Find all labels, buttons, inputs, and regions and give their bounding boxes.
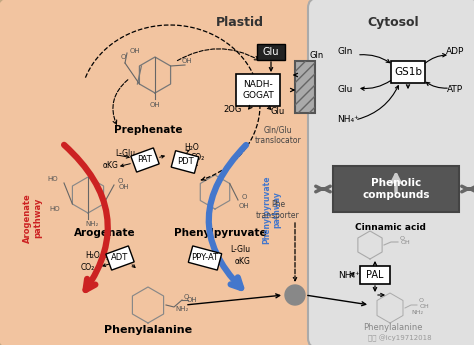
Text: Prephenate: Prephenate: [114, 125, 182, 135]
Text: αKG: αKG: [235, 257, 251, 266]
FancyBboxPatch shape: [0, 0, 320, 345]
Text: Cinnamic acid: Cinnamic acid: [355, 224, 426, 233]
Text: Arogenate: Arogenate: [74, 228, 136, 238]
FancyBboxPatch shape: [106, 246, 134, 270]
FancyBboxPatch shape: [257, 44, 285, 60]
Text: Plastid: Plastid: [216, 16, 264, 29]
Text: O: O: [400, 236, 404, 240]
Text: αKG: αKG: [103, 160, 119, 169]
FancyBboxPatch shape: [308, 0, 474, 345]
Circle shape: [285, 285, 305, 305]
Text: O: O: [419, 298, 423, 304]
Text: Gln: Gln: [310, 50, 324, 59]
FancyBboxPatch shape: [188, 246, 222, 270]
Text: OH: OH: [420, 304, 430, 308]
Text: OH: OH: [401, 240, 411, 246]
Text: Phenolic
compounds: Phenolic compounds: [362, 178, 430, 200]
Text: NH₂: NH₂: [411, 310, 423, 315]
Text: HO: HO: [47, 176, 58, 182]
Text: CO₂: CO₂: [81, 264, 95, 273]
Text: PDT: PDT: [177, 158, 193, 167]
Text: OH: OH: [187, 297, 197, 303]
Text: Arogenate
pathway: Arogenate pathway: [23, 193, 43, 243]
FancyBboxPatch shape: [391, 61, 425, 83]
FancyBboxPatch shape: [171, 151, 199, 173]
Text: NH₂: NH₂: [175, 306, 189, 312]
Text: H₂O: H₂O: [85, 252, 100, 260]
Text: H₂O: H₂O: [185, 144, 200, 152]
Text: O: O: [120, 54, 126, 60]
Text: NH₄⁺: NH₄⁺: [338, 270, 360, 279]
Text: Glu: Glu: [263, 47, 279, 57]
Text: L-Glu: L-Glu: [115, 148, 135, 158]
Text: PAT: PAT: [137, 156, 152, 165]
Text: Cytosol: Cytosol: [367, 16, 419, 29]
Text: NH₄⁺: NH₄⁺: [337, 116, 359, 125]
Text: Phe
transporter: Phe transporter: [256, 200, 300, 220]
FancyBboxPatch shape: [236, 74, 280, 106]
Text: Gln: Gln: [337, 48, 353, 57]
Text: Gln/Glu
translocator: Gln/Glu translocator: [255, 125, 301, 145]
Text: Phenylalanine: Phenylalanine: [363, 324, 423, 333]
Text: O: O: [241, 194, 246, 200]
Text: 2OG: 2OG: [224, 106, 242, 115]
Text: O: O: [117, 178, 123, 184]
Text: GS1b: GS1b: [394, 67, 422, 77]
Text: HO: HO: [49, 206, 60, 212]
FancyBboxPatch shape: [131, 148, 159, 172]
Text: Glu: Glu: [271, 108, 285, 117]
FancyBboxPatch shape: [360, 266, 390, 284]
FancyArrowPatch shape: [209, 145, 246, 288]
Text: CO₂: CO₂: [191, 154, 205, 162]
Text: OH: OH: [118, 184, 129, 190]
Text: PAL: PAL: [366, 270, 384, 280]
FancyBboxPatch shape: [295, 61, 315, 113]
Text: PPY-AT: PPY-AT: [191, 254, 219, 263]
Text: ADP: ADP: [446, 48, 464, 57]
FancyArrowPatch shape: [64, 145, 108, 290]
Text: OH: OH: [130, 48, 140, 54]
Text: L-Glu: L-Glu: [230, 246, 250, 255]
Text: Glu: Glu: [337, 86, 353, 95]
Text: Phenylpyruvate
pathway: Phenylpyruvate pathway: [262, 176, 282, 244]
FancyBboxPatch shape: [333, 166, 459, 212]
Text: 知乎 @icy19712018: 知乎 @icy19712018: [368, 334, 432, 342]
Text: Phenylalanine: Phenylalanine: [104, 325, 192, 335]
Text: O: O: [183, 294, 189, 300]
Text: OH: OH: [182, 58, 192, 64]
Text: ATP: ATP: [447, 86, 463, 95]
Text: NADH-
GOGAT: NADH- GOGAT: [242, 80, 274, 100]
Text: ADT: ADT: [111, 254, 128, 263]
Text: Phenylpyruvate: Phenylpyruvate: [173, 228, 266, 238]
Text: OH: OH: [150, 102, 160, 108]
Text: NH₂: NH₂: [85, 221, 99, 227]
Text: OH: OH: [239, 203, 249, 209]
